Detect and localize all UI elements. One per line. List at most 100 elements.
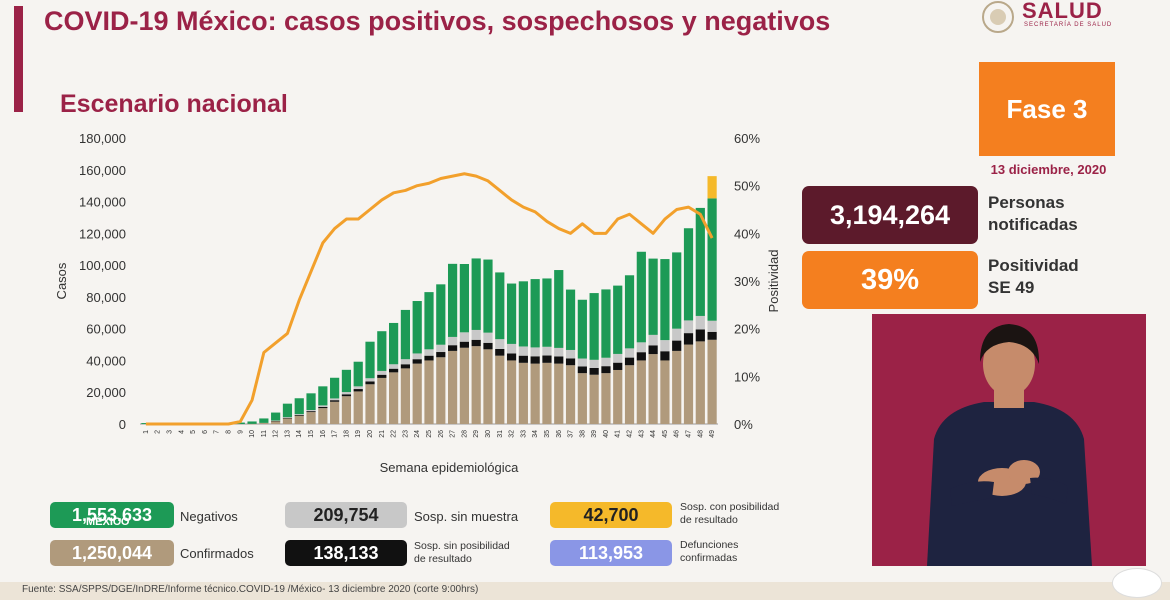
legend-sosp-sin-posibilidad-value: 138,133 bbox=[285, 540, 407, 566]
chart-subtitle: Escenario nacional bbox=[60, 90, 288, 118]
bar-segment bbox=[471, 346, 481, 424]
bar-segment bbox=[447, 336, 458, 346]
bar-segment bbox=[365, 384, 375, 424]
bar-segment bbox=[318, 406, 328, 409]
bar-segment bbox=[577, 373, 587, 424]
personas-label-line1: Personas bbox=[988, 193, 1065, 212]
bar-segment bbox=[683, 228, 694, 321]
x-tick-label: 8 bbox=[225, 430, 232, 434]
legend-sosp-sin-muestra-label: Sosp. sin muestra bbox=[414, 509, 519, 524]
legend-confirmados-label: Confirmados bbox=[180, 546, 254, 561]
bar-segment bbox=[613, 362, 623, 370]
x-tick-label: 44 bbox=[650, 430, 657, 438]
bar-segment bbox=[259, 418, 269, 423]
bar-segment bbox=[306, 393, 316, 411]
y-tick-label: 80,000 bbox=[86, 290, 126, 305]
bar-segment bbox=[672, 252, 682, 329]
bar-segment bbox=[601, 366, 611, 374]
x-tick-label: 22 bbox=[391, 430, 398, 438]
bar-segment bbox=[282, 418, 293, 424]
bar-segment bbox=[660, 340, 670, 352]
positividad-line bbox=[145, 172, 714, 426]
bar-segment bbox=[554, 363, 564, 424]
bar-segment bbox=[506, 343, 517, 354]
bar-segment bbox=[554, 356, 564, 364]
bar-segment bbox=[294, 414, 304, 416]
legend-confirmados-value: 1,250,044 bbox=[50, 540, 174, 566]
bar-segment bbox=[471, 329, 481, 340]
bar-segment bbox=[695, 207, 705, 316]
bar-segment bbox=[648, 345, 658, 355]
positividad-label-line2: SE 49 bbox=[988, 278, 1035, 297]
interpreter-figure-icon bbox=[872, 314, 1146, 566]
bar-segment bbox=[341, 394, 352, 397]
personas-notificadas-label: Personas notificadas bbox=[988, 192, 1078, 236]
bar-segment bbox=[306, 411, 316, 413]
y-tick-label: 180,000 bbox=[79, 131, 126, 146]
y2-tick-label: 30% bbox=[734, 274, 760, 289]
bar-segment bbox=[424, 360, 434, 424]
x-tick-label: 3 bbox=[166, 430, 173, 434]
y2-tick-label: 20% bbox=[734, 322, 760, 337]
y-tick-label: 160,000 bbox=[79, 163, 126, 178]
bar-segment bbox=[660, 360, 670, 424]
bar-segment bbox=[683, 320, 694, 334]
bar-segment bbox=[330, 377, 340, 399]
bar-segment bbox=[518, 281, 528, 347]
x-tick-label: 4 bbox=[178, 430, 185, 434]
bar-segment bbox=[377, 374, 387, 378]
bar-segment bbox=[282, 403, 293, 418]
bar-segment bbox=[542, 346, 552, 356]
bar-segment bbox=[506, 360, 517, 424]
x-tick-label: 16 bbox=[320, 430, 327, 438]
x-tick-label: 28 bbox=[461, 430, 468, 438]
bar-segment bbox=[613, 285, 623, 354]
bar-segment bbox=[436, 284, 446, 345]
report-date: 13 diciembre, 2020 bbox=[990, 162, 1107, 177]
bar-segment bbox=[707, 320, 717, 332]
bar-segment bbox=[683, 344, 694, 424]
bar-segment bbox=[565, 289, 576, 350]
legend-sosp-con-posibilidad-value: 42,700 bbox=[550, 502, 672, 528]
mexico-tag: MÉXICO bbox=[86, 516, 130, 528]
x-tick-label: 13 bbox=[284, 430, 291, 438]
bar-segment bbox=[530, 363, 540, 424]
legend-sosp-con-posibilidad-label: Sosp. con posibilidad de resultado bbox=[680, 501, 779, 527]
personas-notificadas-value: 3,194,264 bbox=[802, 186, 978, 244]
bar-segment bbox=[294, 414, 304, 415]
bar-segment bbox=[365, 378, 375, 382]
x-tick-label: 48 bbox=[697, 430, 704, 438]
legend-sosp-sin-muestra-value: 209,754 bbox=[285, 502, 407, 528]
x-tick-label: 36 bbox=[556, 430, 563, 438]
bar-segment bbox=[589, 374, 599, 424]
covid-cases-chart: 0 20,000 40,000 60,000 80,000 100,000 120,000 1… bbox=[54, 131, 781, 475]
bar-segment bbox=[660, 351, 670, 361]
bar-segment bbox=[518, 355, 528, 363]
y2-tick-label: 0% bbox=[734, 417, 753, 432]
bar-segment bbox=[330, 400, 340, 402]
x-tick-label: 34 bbox=[532, 430, 539, 438]
bar-segment bbox=[341, 392, 352, 395]
positividad-label-line1: Positividad bbox=[988, 256, 1079, 275]
bar-segment bbox=[624, 357, 635, 366]
x-tick-label: 30 bbox=[485, 430, 492, 438]
bar-segment bbox=[518, 346, 528, 356]
bar-segment bbox=[707, 198, 717, 321]
bar-segment bbox=[565, 365, 576, 424]
bar-segment bbox=[377, 377, 387, 424]
bar-segment bbox=[447, 263, 458, 337]
x-tick-label: 29 bbox=[473, 430, 480, 438]
bar-segment bbox=[471, 258, 481, 330]
y-tick-label: 20,000 bbox=[86, 385, 126, 400]
footer-logo-icon bbox=[1112, 568, 1162, 598]
bar-segment bbox=[412, 363, 422, 424]
bar-segment bbox=[648, 334, 658, 346]
bar-segment bbox=[424, 292, 434, 350]
legend-negativos-label: Negativos bbox=[180, 509, 238, 524]
bar-segment bbox=[565, 349, 576, 359]
y-tick-label: 100,000 bbox=[79, 258, 126, 273]
bar-segment bbox=[436, 357, 446, 424]
fase-badge: Fase 3 bbox=[979, 62, 1115, 156]
bar-segment bbox=[530, 279, 540, 348]
sosp-sin-posib-line2: de resultado bbox=[414, 553, 472, 565]
